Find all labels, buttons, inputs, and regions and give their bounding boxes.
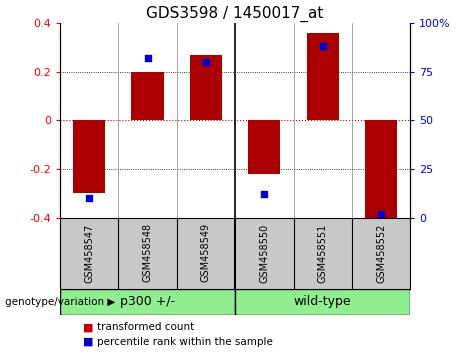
Point xyxy=(202,59,210,65)
Point xyxy=(378,211,385,217)
Bar xyxy=(131,72,164,120)
Point xyxy=(144,55,151,61)
Bar xyxy=(248,120,280,174)
Bar xyxy=(73,120,105,193)
Text: genotype/variation ▶: genotype/variation ▶ xyxy=(5,297,115,307)
Text: p300 +/-: p300 +/- xyxy=(120,295,175,308)
Bar xyxy=(365,120,397,218)
Text: percentile rank within the sample: percentile rank within the sample xyxy=(97,337,273,347)
Text: GSM458549: GSM458549 xyxy=(201,223,211,282)
Text: ■: ■ xyxy=(83,337,94,347)
Text: GSM458551: GSM458551 xyxy=(318,223,328,282)
Point xyxy=(85,195,93,201)
Bar xyxy=(190,55,222,120)
Text: GSM458550: GSM458550 xyxy=(259,223,269,282)
Text: ■: ■ xyxy=(83,322,94,332)
Point xyxy=(319,44,326,49)
Point xyxy=(260,192,268,197)
Text: GSM458552: GSM458552 xyxy=(376,223,386,283)
Title: GDS3598 / 1450017_at: GDS3598 / 1450017_at xyxy=(147,5,324,22)
Bar xyxy=(307,33,339,120)
Text: transformed count: transformed count xyxy=(97,322,194,332)
Text: wild-type: wild-type xyxy=(294,295,351,308)
Text: GSM458548: GSM458548 xyxy=(142,223,153,282)
Text: GSM458547: GSM458547 xyxy=(84,223,94,282)
Bar xyxy=(60,289,235,315)
Bar xyxy=(235,289,410,315)
